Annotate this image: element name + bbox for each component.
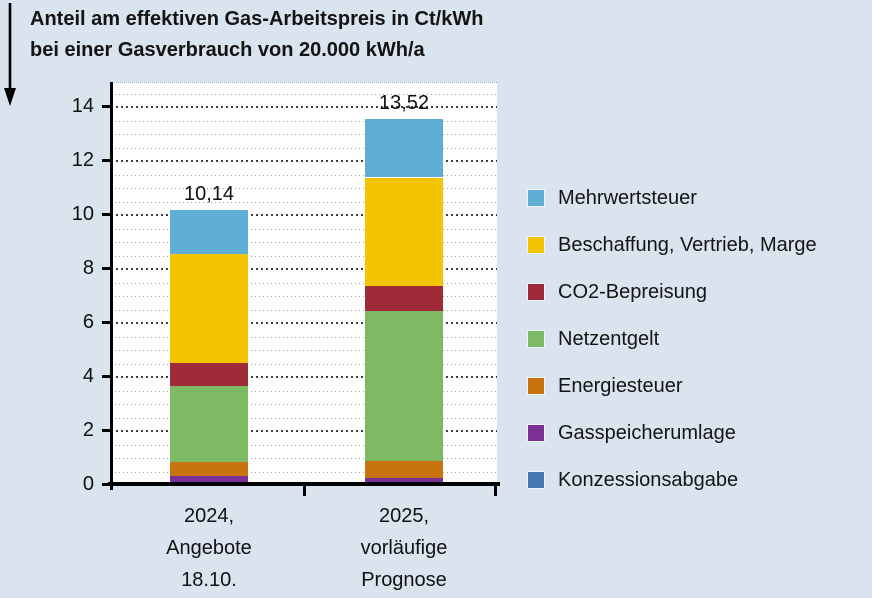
gridline-major xyxy=(111,376,497,379)
legend-item: Netzentgelt xyxy=(528,327,660,350)
gridline-minor xyxy=(111,134,497,136)
legend-item: Energiesteuer xyxy=(528,374,683,397)
gridline-minor xyxy=(111,255,497,257)
bar-segment-co2-bepreisung xyxy=(170,363,248,387)
legend-swatch xyxy=(528,425,544,441)
legend-item: Konzessionsabgabe xyxy=(528,468,739,491)
bar-segment-energiesteuer xyxy=(365,461,443,478)
gridline-minor xyxy=(111,201,497,203)
legend-label: Konzessionsabgabe xyxy=(558,468,739,491)
gridline-minor xyxy=(111,404,497,406)
gridline-minor xyxy=(111,336,497,338)
gridline-minor xyxy=(111,174,497,176)
bar-segment-energiesteuer xyxy=(170,461,248,477)
gridline-minor xyxy=(111,444,497,446)
gridline-major xyxy=(111,106,497,109)
x-axis-tick xyxy=(303,486,306,496)
y-axis-tick xyxy=(102,482,111,486)
gridline-minor xyxy=(111,228,497,230)
y-axis-tick xyxy=(102,320,111,324)
bar-total-label: 10,14 xyxy=(183,183,235,206)
gridline-minor xyxy=(111,120,497,122)
legend-item: Beschaffung, Vertrieb, Marge xyxy=(528,233,817,256)
y-axis-tick xyxy=(102,212,111,216)
legend-swatch xyxy=(528,237,544,253)
y-axis-tick-label: 12 xyxy=(71,149,94,172)
gridline-major xyxy=(111,322,497,325)
gridline-minor xyxy=(111,417,497,419)
gridline-minor xyxy=(111,93,497,95)
bar-segment-mehrwertsteuer xyxy=(365,119,443,178)
legend-label: Gasspeicherumlage xyxy=(558,421,736,444)
bar-total-label: 13,52 xyxy=(378,92,430,115)
legend-label: Energiesteuer xyxy=(558,374,683,397)
gridline-minor xyxy=(111,350,497,352)
y-axis-tick-label: 4 xyxy=(82,365,94,388)
bar-segment-beschaffung-vertrieb-marge xyxy=(170,254,248,364)
x-axis-category-label: 2025, vorläufige Prognose xyxy=(360,505,448,591)
bar-segment-gasspeicherumlage xyxy=(170,476,248,482)
gridline-minor xyxy=(111,458,497,460)
y-axis-tick-label: 2 xyxy=(82,419,94,442)
bar-segment-mehrwertsteuer xyxy=(170,210,248,255)
legend-label: Beschaffung, Vertrieb, Marge xyxy=(558,233,817,256)
x-axis-category-label: 2024, Angebote 18.10. xyxy=(166,505,252,591)
y-axis-tick xyxy=(102,158,111,162)
gridline-major xyxy=(111,430,497,433)
gridline-major xyxy=(111,160,497,163)
legend-swatch xyxy=(528,190,544,206)
bar-segment-beschaffung-vertrieb-marge xyxy=(365,177,443,286)
legend-item: CO2-Bepreisung xyxy=(528,280,707,303)
y-axis-tick-label: 10 xyxy=(71,203,94,226)
legend-swatch xyxy=(528,284,544,300)
x-axis-tick xyxy=(494,486,497,496)
gridline-major xyxy=(111,214,497,217)
y-axis-tick-label: 8 xyxy=(82,257,94,280)
gridline-minor xyxy=(111,296,497,298)
gridline-minor xyxy=(111,363,497,365)
y-axis-tick xyxy=(102,374,111,378)
y-axis-tick xyxy=(102,428,111,432)
y-axis-line xyxy=(110,82,113,490)
gridline-minor xyxy=(111,242,497,244)
legend-item: Gasspeicherumlage xyxy=(528,421,736,444)
legend-swatch xyxy=(528,331,544,347)
gridline-minor xyxy=(111,188,497,190)
bar-segment-co2-bepreisung xyxy=(365,285,443,312)
chart-title: Anteil am effektiven Gas-Arbeitspreis in… xyxy=(30,8,484,61)
legend-label: Mehrwertsteuer xyxy=(558,186,697,209)
gridline-minor xyxy=(111,390,497,392)
bar-segment-netzentgelt xyxy=(365,311,443,462)
legend-label: Netzentgelt xyxy=(558,327,660,350)
bar-segment-gasspeicherumlage xyxy=(365,477,443,482)
legend-swatch xyxy=(528,378,544,394)
gridline-minor xyxy=(111,282,497,284)
gridline-minor xyxy=(111,147,497,149)
y-axis-tick xyxy=(102,266,111,270)
down-arrow-icon xyxy=(4,3,16,106)
legend-item: Mehrwertsteuer xyxy=(528,186,697,209)
y-axis-tick-label: 14 xyxy=(71,95,94,118)
bar-segment-netzentgelt xyxy=(170,386,248,462)
y-axis-tick xyxy=(102,104,111,108)
gridline-major xyxy=(111,268,497,271)
legend-label: CO2-Bepreisung xyxy=(558,280,707,303)
gridline-minor xyxy=(111,471,497,473)
y-axis-tick-label: 6 xyxy=(82,311,94,334)
legend-swatch xyxy=(528,472,544,488)
gridline-minor xyxy=(111,309,497,311)
x-axis-line xyxy=(108,482,500,486)
y-axis-tick-label: 0 xyxy=(82,473,94,495)
